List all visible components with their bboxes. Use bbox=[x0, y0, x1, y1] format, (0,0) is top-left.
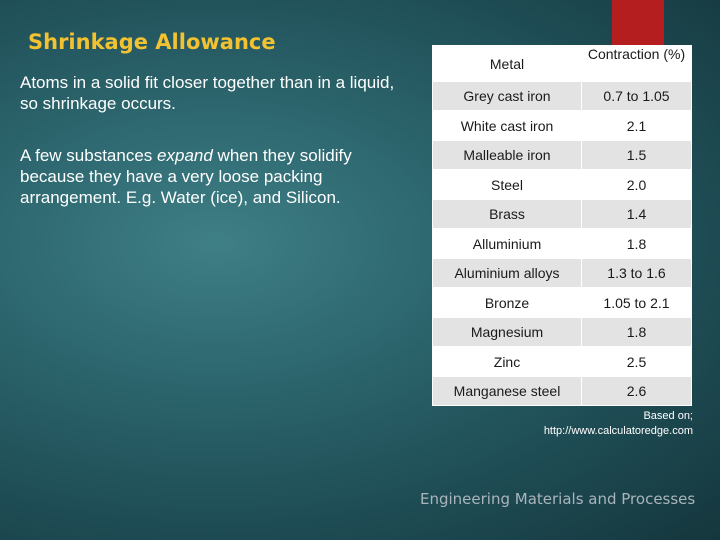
metal-cell: Manganese steel bbox=[432, 376, 582, 406]
source-credit: Based on; http://www.calculatoredge.com bbox=[544, 409, 693, 439]
table-row: Manganese steel 2.6 bbox=[432, 376, 692, 406]
contraction-cell: 1.4 bbox=[581, 199, 692, 229]
contraction-cell: 2.1 bbox=[581, 110, 692, 141]
contraction-cell: 1.8 bbox=[581, 228, 692, 259]
table-body: Grey cast iron 0.7 to 1.05 White cast iron… bbox=[432, 81, 692, 406]
contraction-cell: 0.7 to 1.05 bbox=[581, 81, 692, 111]
table-row: Aluminium alloys 1.3 to 1.6 bbox=[432, 258, 692, 288]
expand-emphasis: expand bbox=[157, 146, 213, 165]
metal-cell: Alluminium bbox=[432, 228, 582, 259]
shrinkage-table: Metal Contraction (%) Grey cast iron 0.7 … bbox=[432, 45, 692, 406]
contraction-cell: 1.3 to 1.6 bbox=[581, 258, 692, 288]
red-accent-bar bbox=[612, 0, 664, 52]
metal-cell: Magnesium bbox=[432, 317, 582, 347]
table-row: Alluminium 1.8 bbox=[432, 228, 692, 259]
paragraph-atoms: Atoms in a solid fit closer together tha… bbox=[20, 73, 395, 113]
table-row: White cast iron 2.1 bbox=[432, 110, 692, 141]
contraction-cell: 2.6 bbox=[581, 376, 692, 406]
metal-cell: Bronze bbox=[432, 287, 582, 318]
table-row: Malleable iron 1.5 bbox=[432, 140, 692, 170]
credit-url: http://www.calculatoredge.com bbox=[543, 425, 693, 437]
metal-cell: Aluminium alloys bbox=[432, 258, 582, 288]
table-header-row: Metal Contraction (%) bbox=[432, 45, 692, 82]
metal-cell: White cast iron bbox=[432, 110, 582, 141]
contraction-cell: 1.5 bbox=[581, 140, 692, 170]
contraction-cell: 2.0 bbox=[581, 169, 692, 200]
metal-cell: Zinc bbox=[432, 346, 582, 377]
contraction-cell: 1.8 bbox=[581, 317, 692, 347]
slide-title: Shrinkage Allowance bbox=[28, 30, 276, 54]
footer-course-title: Engineering Materials and Processes bbox=[420, 490, 696, 508]
paragraph-expand-after: when they solidify because they have a v… bbox=[20, 146, 352, 207]
header-contraction: Contraction (%) bbox=[581, 45, 692, 82]
table-row: Zinc 2.5 bbox=[432, 346, 692, 377]
metal-cell: Malleable iron bbox=[432, 140, 582, 170]
metal-cell: Grey cast iron bbox=[432, 81, 582, 111]
credit-label: Based on; bbox=[643, 410, 693, 422]
table-row: Magnesium 1.8 bbox=[432, 317, 692, 347]
table-row: Brass 1.4 bbox=[432, 199, 692, 229]
metal-cell: Brass bbox=[432, 199, 582, 229]
contraction-cell: 2.5 bbox=[581, 346, 692, 377]
contraction-cell: 1.05 to 2.1 bbox=[581, 287, 692, 318]
table-row: Bronze 1.05 to 2.1 bbox=[432, 287, 692, 318]
paragraph-expand: A few substances expand when they solidi… bbox=[20, 145, 400, 208]
table-row: Grey cast iron 0.7 to 1.05 bbox=[432, 81, 692, 111]
metal-cell: Steel bbox=[432, 169, 582, 200]
table-row: Steel 2.0 bbox=[432, 169, 692, 200]
paragraph-expand-before: A few substances bbox=[20, 146, 158, 165]
header-metal: Metal bbox=[432, 45, 582, 82]
